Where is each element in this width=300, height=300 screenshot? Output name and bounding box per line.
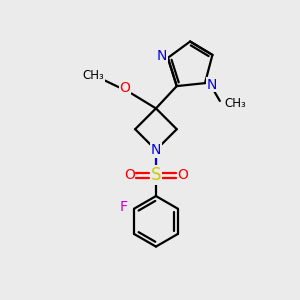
Text: S: S xyxy=(151,166,161,184)
Text: O: O xyxy=(119,81,130,95)
Text: N: N xyxy=(151,143,161,157)
Text: O: O xyxy=(177,168,188,182)
Text: F: F xyxy=(120,200,128,214)
Text: N: N xyxy=(206,78,217,92)
Text: N: N xyxy=(157,50,167,63)
Text: O: O xyxy=(124,168,135,182)
Text: CH₃: CH₃ xyxy=(224,98,246,110)
Text: CH₃: CH₃ xyxy=(83,69,104,82)
